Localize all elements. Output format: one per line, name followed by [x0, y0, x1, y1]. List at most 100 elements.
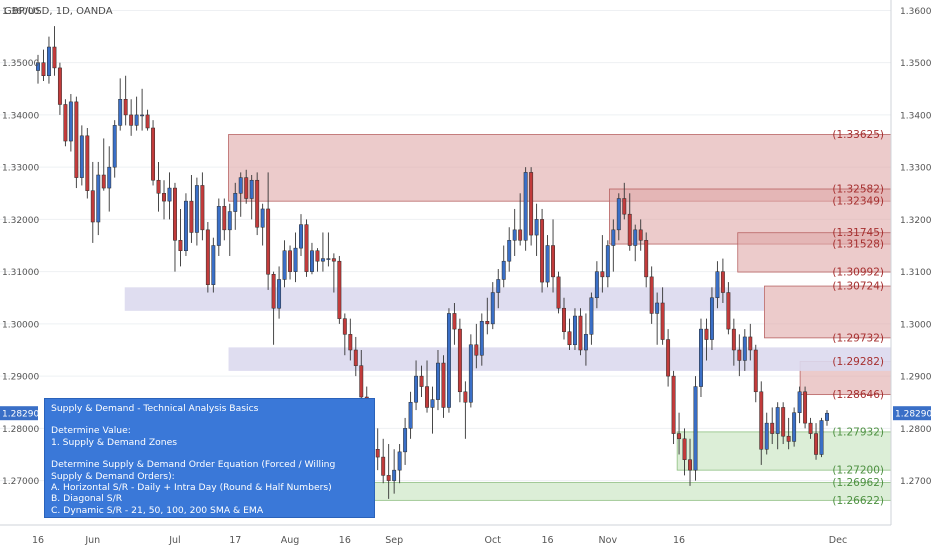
y-tick-label-left: 1.35000: [2, 59, 39, 69]
candle-body: [233, 193, 238, 212]
x-tick-label: 16: [542, 535, 554, 546]
candle-layer: [36, 26, 829, 499]
candle: [731, 318, 736, 366]
x-tick-label: Nov: [599, 535, 618, 546]
y-tick-label: 1.34000: [900, 111, 932, 121]
candle: [594, 261, 599, 309]
candle-body: [183, 200, 188, 251]
info-box-line: A. Horizontal S/R - Daily + Intra Day (R…: [51, 482, 332, 494]
candle: [814, 423, 818, 460]
chart-title: GBP/USD, 1D, OANDA: [4, 6, 113, 17]
candle-body: [74, 101, 79, 178]
last-price-badge-left-bg: [0, 406, 38, 421]
candle: [567, 318, 572, 350]
candle: [479, 313, 484, 366]
candle-body: [145, 114, 150, 129]
candle: [485, 297, 490, 335]
candle-body: [775, 407, 780, 434]
candle-body: [808, 422, 813, 434]
candle: [457, 318, 462, 403]
candle-body: [381, 456, 386, 476]
candle-body: [496, 279, 501, 293]
level-label: (1.28646): [832, 389, 884, 401]
candle-body: [140, 114, 145, 117]
candle: [704, 318, 709, 361]
candle: [101, 138, 106, 191]
candle: [589, 292, 594, 345]
candle-body: [282, 250, 287, 280]
candle: [205, 222, 210, 293]
level-label: (1.33625): [832, 129, 884, 141]
level-label: (1.27200): [832, 465, 884, 477]
candle-body: [622, 198, 627, 215]
candle-body: [792, 412, 797, 442]
level-label: (1.31528): [832, 239, 884, 251]
candle-body: [490, 292, 495, 325]
candle-body: [227, 211, 232, 231]
candle: [715, 261, 720, 309]
candle: [271, 271, 276, 345]
candle-body: [129, 114, 134, 126]
candle-body: [310, 250, 314, 272]
candle-body: [96, 174, 101, 223]
x-tick-label: Jun: [84, 535, 100, 546]
candle-body: [68, 101, 73, 142]
candle-body: [63, 104, 68, 142]
candle: [819, 417, 824, 458]
y-tick-label-left: 1.31000: [2, 268, 39, 278]
candle-body: [709, 297, 714, 340]
candle: [627, 193, 632, 251]
y-tick-label-left: 1.33000: [2, 164, 39, 174]
candle-body: [211, 245, 216, 285]
candle: [194, 177, 199, 246]
support-zone-1: [676, 431, 892, 471]
candle: [266, 172, 271, 290]
candle-body: [194, 185, 199, 233]
candle: [408, 391, 413, 439]
candle: [85, 127, 90, 199]
candle: [737, 334, 742, 377]
candle: [759, 381, 764, 465]
candle-body: [189, 200, 194, 233]
candle-body: [742, 336, 747, 361]
candle: [183, 193, 188, 256]
candle-body: [605, 245, 610, 278]
candle: [573, 308, 577, 350]
zone-layer: [124, 134, 892, 501]
candle: [600, 235, 605, 293]
candle-body: [633, 229, 638, 246]
info-box: Supply & Demand - Technical Analysis Bas…: [44, 398, 375, 518]
candle-body: [512, 229, 517, 241]
candle-body: [167, 187, 172, 202]
candle: [436, 350, 440, 411]
candle: [140, 88, 145, 131]
candle-body: [468, 344, 473, 403]
x-tick-label: Sep: [385, 535, 403, 546]
candle-body: [419, 375, 424, 387]
y-tick-label: 1.33000: [900, 164, 932, 174]
candle-body: [786, 435, 791, 442]
candle: [677, 412, 682, 455]
candle: [720, 258, 725, 303]
candle: [249, 175, 254, 220]
candle: [742, 329, 747, 371]
y-tick-label-left: 1.30000: [2, 320, 39, 330]
last-price-label: 1.28290: [895, 410, 932, 420]
candle-body: [79, 135, 84, 178]
candle: [490, 282, 495, 330]
candle-body: [562, 307, 566, 332]
candle-body: [288, 250, 292, 272]
candle-body: [118, 99, 123, 126]
candle-body: [304, 224, 309, 272]
candle-body: [573, 315, 577, 346]
candle: [145, 109, 150, 131]
candle-body: [688, 459, 692, 471]
candle-body: [90, 190, 95, 223]
candle: [57, 62, 62, 115]
candle-body: [173, 187, 177, 241]
candle: [792, 407, 797, 447]
candle-body: [260, 208, 265, 228]
candle-body: [759, 391, 764, 450]
candle-body: [803, 391, 808, 424]
candle: [419, 365, 424, 398]
